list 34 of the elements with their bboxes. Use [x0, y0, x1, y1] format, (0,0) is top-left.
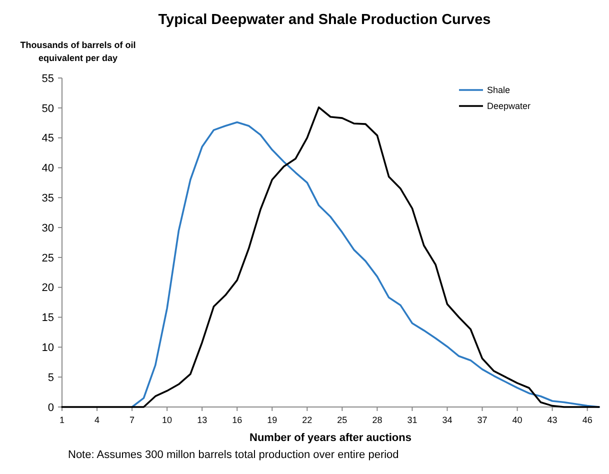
y-tick-label: 5 — [48, 372, 54, 384]
y-tick-label: 10 — [42, 342, 54, 354]
x-axis-title: Number of years after auctions — [250, 432, 412, 444]
x-tick-label: 25 — [337, 415, 348, 425]
x-tick-label: 10 — [162, 415, 172, 425]
x-tick-label: 34 — [442, 415, 452, 425]
x-tick-label: 19 — [267, 415, 278, 425]
legend-label: Shale — [487, 85, 510, 96]
x-tick-label: 31 — [407, 415, 418, 425]
y-tick-label: 25 — [42, 252, 54, 264]
x-tick-label: 1 — [59, 415, 65, 425]
y-tick-label: 20 — [42, 282, 54, 294]
y-tick-label: 40 — [42, 162, 54, 175]
x-tick-label: 22 — [302, 415, 312, 425]
x-tick-label: 4 — [94, 415, 100, 425]
y-tick-label: 30 — [42, 222, 54, 234]
y-tick-label: 50 — [42, 102, 54, 115]
x-tick-label: 28 — [372, 415, 382, 425]
y-tick-label: 35 — [42, 192, 54, 204]
text: Note: Assumes 300 millon barrels total production over entire period — [68, 449, 399, 461]
y-tick-label: 45 — [42, 132, 54, 145]
y-axis-title: Thousands of barrels of oil equivalent per day — [20, 40, 136, 63]
legend-label: Deepwater — [487, 101, 531, 112]
chart-title: Typical Deepwater and Shale Production Curves — [158, 12, 491, 28]
x-tick-label: 46 — [582, 415, 592, 425]
x-tick-label: 40 — [512, 415, 522, 425]
x-tick-label: 16 — [232, 415, 242, 425]
x-tick-label: 7 — [130, 415, 135, 425]
y-tick-label: 55 — [42, 72, 54, 85]
y-tick-label: 15 — [42, 312, 54, 324]
x-tick-label: 43 — [547, 415, 558, 425]
x-tick-label: 37 — [477, 415, 488, 425]
y-tick-label: 0 — [48, 402, 54, 414]
x-tick-label: 13 — [197, 415, 208, 425]
